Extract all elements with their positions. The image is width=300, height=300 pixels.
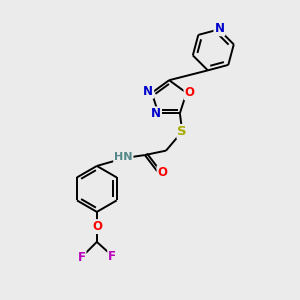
Text: F: F	[108, 250, 116, 262]
Text: HN: HN	[114, 152, 133, 162]
Text: O: O	[92, 220, 102, 233]
Text: S: S	[177, 125, 187, 138]
Text: O: O	[158, 166, 167, 179]
Text: N: N	[143, 85, 153, 98]
Text: F: F	[77, 251, 86, 264]
Text: N: N	[214, 22, 224, 35]
Text: N: N	[151, 107, 161, 120]
Text: O: O	[184, 86, 194, 99]
